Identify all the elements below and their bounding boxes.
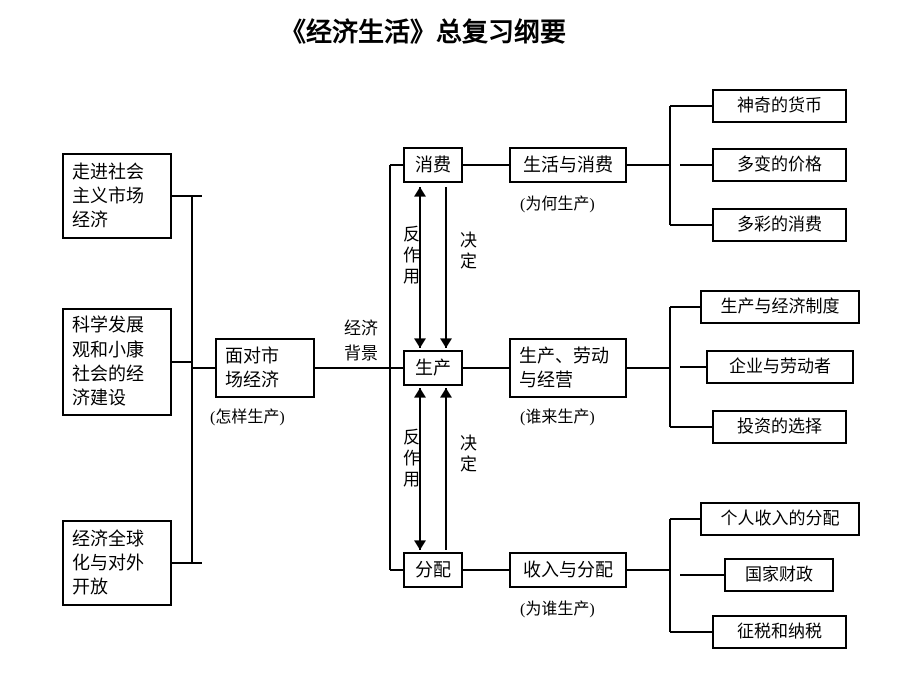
node-r2b: 企业与劳动者 (706, 350, 854, 384)
node-r1b: 多变的价格 (712, 148, 847, 182)
vlabel-decide2: 决定 (454, 434, 479, 476)
label-eco_bg: 经济 背景 (344, 314, 378, 364)
label-for_whom: (为谁生产) (520, 595, 595, 619)
diagram-canvas: 《经济生活》总复习纲要 走进社会 主义市场 经济科学发展 观和小康 社会的经 济… (0, 0, 920, 690)
node-r1c: 多彩的消费 (712, 208, 847, 242)
node-r3c: 征税和纳税 (712, 615, 847, 649)
node-r1a: 神奇的货币 (712, 89, 847, 123)
vlabel-react1: 反作用 (397, 225, 422, 288)
vlabel-react2: 反作用 (397, 428, 422, 491)
label-why_produce: (为何生产) (520, 190, 595, 214)
node-life_consume: 生活与消费 (509, 147, 627, 183)
node-r3b: 国家财政 (724, 558, 834, 592)
node-produce: 生产 (403, 350, 463, 386)
node-face_market: 面对市 场经济 (215, 338, 315, 398)
node-left_mid: 科学发展 观和小康 社会的经 济建设 (62, 308, 172, 416)
node-r2c: 投资的选择 (712, 410, 847, 444)
vlabel-decide1: 决定 (454, 231, 479, 273)
node-r3a: 个人收入的分配 (700, 502, 860, 536)
node-income_dist: 收入与分配 (509, 552, 627, 588)
diagram-title: 《经济生活》总复习纲要 (280, 12, 566, 49)
label-how_produce: (怎样生产) (210, 403, 285, 427)
label-who_produce: (谁来生产) (520, 403, 595, 427)
node-consume: 消费 (403, 147, 463, 183)
node-distribute: 分配 (403, 552, 463, 588)
node-left_top: 走进社会 主义市场 经济 (62, 153, 172, 239)
node-prod_labor: 生产、劳动 与经营 (509, 338, 627, 398)
node-r2a: 生产与经济制度 (700, 290, 860, 324)
node-left_bot: 经济全球 化与对外 开放 (62, 520, 172, 606)
